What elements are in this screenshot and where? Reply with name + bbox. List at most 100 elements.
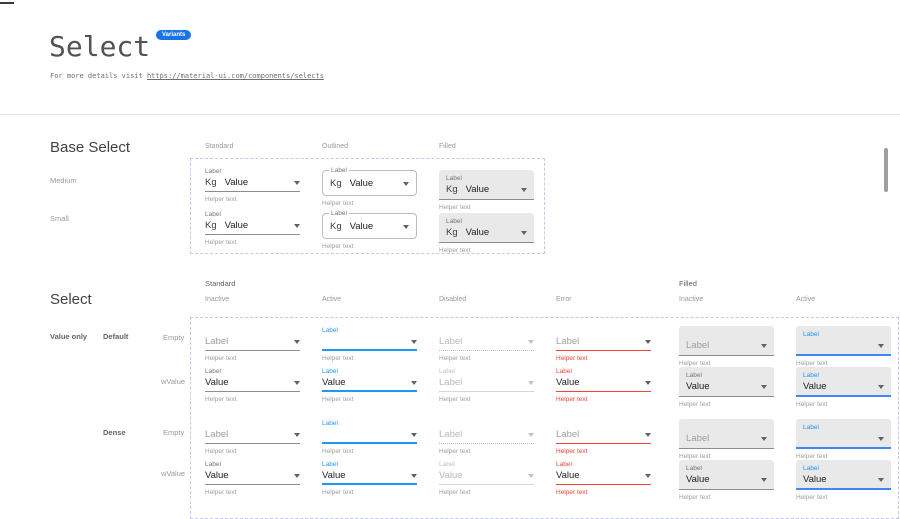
select-label-slot xyxy=(686,330,767,339)
select-standard-error-empty-dense[interactable]: Label Helper text xyxy=(556,419,651,455)
filled-background: Label Value xyxy=(796,460,891,490)
select-standard-active-empty[interactable]: Label Helper text xyxy=(322,326,417,362)
chevron-down-icon xyxy=(645,380,651,385)
chevron-down-icon xyxy=(411,432,417,437)
select-filled-inactive-empty[interactable]: Label Helper text xyxy=(679,326,774,367)
chevron-down-icon xyxy=(645,339,651,344)
chevron-down-icon xyxy=(878,477,884,482)
base-select-outlined-small[interactable]: Label Kg Value Helper text xyxy=(322,210,417,250)
outlined-border: Label Kg Value xyxy=(322,167,417,196)
select-label: Label xyxy=(439,461,455,468)
row-label-empty: Empty xyxy=(163,333,185,342)
outlined-border: Label Kg Value xyxy=(322,210,417,239)
helper-text: Helper text xyxy=(205,396,237,403)
select-underline xyxy=(322,483,417,485)
select-placeholder: Label xyxy=(556,429,580,440)
chevron-down-icon xyxy=(411,339,417,344)
select-placeholder: Label xyxy=(439,336,463,347)
select-filled-inactive-wvalue-dense[interactable]: Label Value Helper text xyxy=(679,460,774,501)
helper-text: Helper text xyxy=(439,247,471,254)
helper-text: Helper text xyxy=(205,489,237,496)
select-label: Label xyxy=(205,368,221,375)
column-header-active: Active xyxy=(322,296,342,303)
chevron-down-icon xyxy=(521,230,527,235)
select-filled-active-empty-dense[interactable]: Label Helper text xyxy=(796,419,891,460)
row-label-wvalue: wValue xyxy=(161,377,186,386)
column-header-filled-inactive: Inactive xyxy=(679,296,704,303)
select-underline xyxy=(556,390,651,392)
select-label: Label xyxy=(322,420,338,427)
filled-background: Label xyxy=(796,419,891,449)
select-standard-active-empty-dense[interactable]: Label Helper text xyxy=(322,419,417,455)
select-standard-error-empty[interactable]: Label Helper text xyxy=(556,326,651,362)
base-select-standard-medium[interactable]: Label Kg Value Helper text xyxy=(205,167,300,203)
select-standard-active-wvalue-dense[interactable]: Label Value Helper text xyxy=(322,460,417,496)
select-standard-inactive-wvalue-dense[interactable]: Label Value Helper text xyxy=(205,460,300,496)
chevron-down-icon xyxy=(761,343,767,348)
select-underline xyxy=(322,349,417,351)
row-group-default: Default xyxy=(103,332,129,341)
select-underline xyxy=(556,483,651,485)
chevron-down-icon xyxy=(294,473,300,478)
row-group-dense: Dense xyxy=(103,428,126,437)
select-underline xyxy=(322,390,417,392)
select-label: Label xyxy=(329,167,349,175)
helper-text: Helper text xyxy=(439,204,471,211)
select-underline xyxy=(205,191,300,192)
chevron-down-icon xyxy=(528,432,534,437)
helper-text: Helper text xyxy=(205,239,237,246)
chevron-down-icon xyxy=(294,339,300,344)
select-filled-active-empty[interactable]: Label Helper text xyxy=(796,326,891,367)
helper-text: Helper text xyxy=(679,453,711,460)
subtitle-text: For more details visit xyxy=(50,72,147,80)
helper-text: Helper text xyxy=(439,396,471,403)
select-adornment: Kg xyxy=(205,177,217,188)
select-filled-inactive-wvalue[interactable]: Label Value Helper text xyxy=(679,367,774,408)
select-label-slot xyxy=(439,419,534,428)
select-underline xyxy=(556,349,651,351)
select-label: Label xyxy=(803,372,819,379)
docs-link[interactable]: https://material-ui.com/components/selec… xyxy=(146,72,324,80)
select-label: Label xyxy=(446,175,462,182)
select-standard-disabled-wvalue: Label Label Helper text xyxy=(439,367,534,403)
base-select-filled-medium[interactable]: Label Kg Value Helper text xyxy=(439,167,534,211)
select-standard-disabled-empty: Label Helper text xyxy=(439,326,534,362)
filled-background: Label xyxy=(679,326,774,356)
select-value: Value xyxy=(439,470,463,481)
select-standard-error-wvalue-dense[interactable]: Label Value Helper text xyxy=(556,460,651,496)
select-standard-inactive-empty-dense[interactable]: Label Helper text xyxy=(205,419,300,455)
base-select-outlined-medium[interactable]: Label Kg Value Helper text xyxy=(322,167,417,207)
select-value: Value xyxy=(322,470,346,481)
chevron-down-icon xyxy=(878,436,884,441)
helper-text: Helper text xyxy=(679,401,711,408)
helper-text: Helper text xyxy=(556,355,588,362)
select-value: Value xyxy=(556,470,580,481)
helper-text: Helper text xyxy=(439,355,471,362)
select-underline xyxy=(556,442,651,444)
select-filled-active-wvalue-dense[interactable]: Label Value Helper text xyxy=(796,460,891,501)
select-standard-active-wvalue[interactable]: Label Value Helper text xyxy=(322,367,417,403)
select-filled-inactive-empty-dense[interactable]: Label Helper text xyxy=(679,419,774,460)
chevron-down-icon xyxy=(294,223,300,228)
base-select-spec-frame xyxy=(190,158,545,254)
select-value: Value xyxy=(349,221,374,232)
helper-text: Helper text xyxy=(679,494,711,501)
select-adornment: Kg xyxy=(446,227,458,238)
chevron-down-icon xyxy=(521,187,527,192)
chevron-down-icon xyxy=(761,436,767,441)
select-filled-active-wvalue[interactable]: Label Value Helper text xyxy=(796,367,891,408)
base-select-standard-small[interactable]: Label Kg Value Helper text xyxy=(205,210,300,246)
select-standard-inactive-wvalue[interactable]: Label Value Helper text xyxy=(205,367,300,403)
select-standard-error-wvalue[interactable]: Label Value Helper text xyxy=(556,367,651,403)
base-select-filled-small[interactable]: Label Kg Value Helper text xyxy=(439,210,534,254)
select-label: Label xyxy=(686,465,702,472)
select-standard-inactive-empty[interactable]: Label Helper text xyxy=(205,326,300,362)
chevron-down-icon xyxy=(528,339,534,344)
group-header-filled: Filled xyxy=(679,279,697,288)
select-label: Label xyxy=(205,461,221,468)
select-value: Value xyxy=(205,377,229,388)
row-label-wvalue-dense: wValue xyxy=(161,469,186,478)
vertical-scrollbar[interactable] xyxy=(884,148,888,192)
select-adornment: Kg xyxy=(205,220,217,231)
row-label-small: Small xyxy=(50,214,69,223)
